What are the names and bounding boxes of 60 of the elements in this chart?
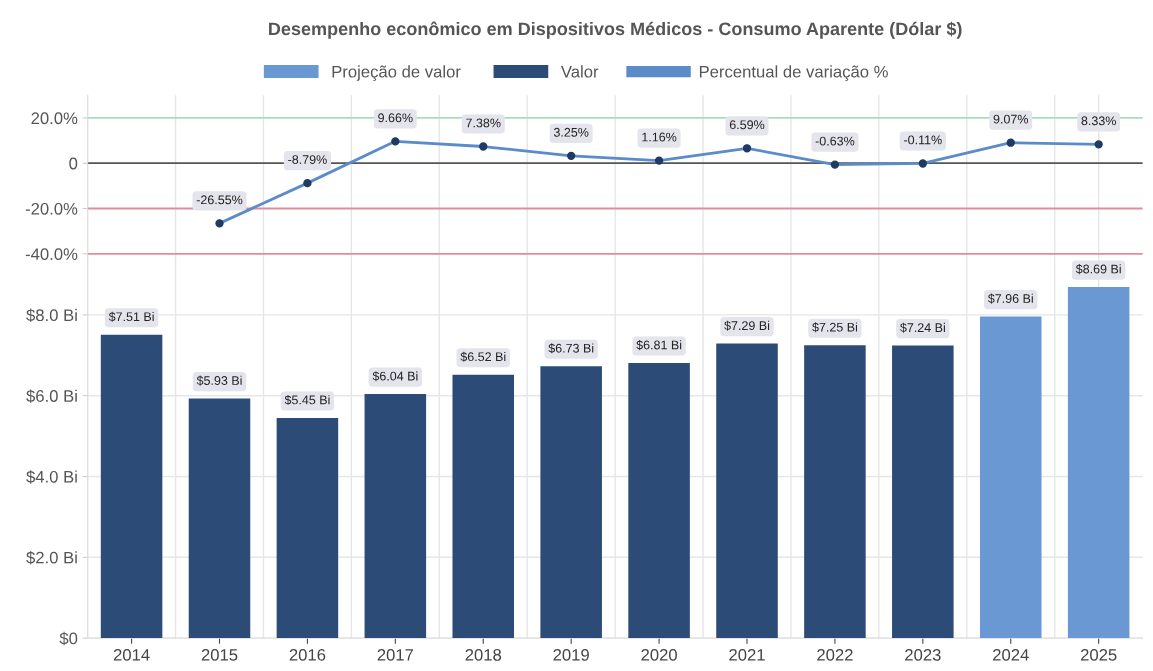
data-label: $6.04 Bi xyxy=(372,371,418,382)
bar xyxy=(628,362,690,639)
x-tick-label: 2021 xyxy=(729,648,765,661)
x-tick-label: 2016 xyxy=(289,648,326,661)
bar xyxy=(364,394,427,639)
x-tick-label: 2019 xyxy=(553,648,589,661)
data-label: $6.73 Bi xyxy=(548,343,594,354)
x-tick-label: 2015 xyxy=(201,648,238,661)
bar xyxy=(540,366,602,639)
y-tick-label: $6.0 Bi xyxy=(26,389,77,403)
data-label: $6.52 Bi xyxy=(460,351,506,362)
y-tick-label: $4.0 Bi xyxy=(26,470,77,484)
data-label: 3.25% xyxy=(553,127,589,137)
data-label: -0.63% xyxy=(815,136,855,146)
data-label: 9.66% xyxy=(378,113,413,123)
bar xyxy=(452,374,515,639)
data-label: $8.69 Bi xyxy=(1075,264,1121,275)
data-label: $7.24 Bi xyxy=(900,322,945,333)
data-label: 6.59% xyxy=(729,120,765,130)
data-label: $7.25 Bi xyxy=(812,322,858,333)
x-tick-label: 2017 xyxy=(377,648,414,661)
x-tick-label: 2014 xyxy=(113,648,150,661)
legend-label: Projeção de valor xyxy=(332,65,461,81)
data-label: -26.55% xyxy=(196,195,243,205)
legend-label: Valor xyxy=(560,65,599,78)
x-tick-label: 2020 xyxy=(641,648,677,661)
bar xyxy=(188,398,251,639)
bar xyxy=(804,345,866,639)
bar xyxy=(892,345,954,639)
bar xyxy=(100,334,163,639)
y-tick-label: -20.0% xyxy=(25,202,78,215)
x-tick-label: 2023 xyxy=(905,648,941,661)
data-label: $7.96 Bi xyxy=(987,293,1033,304)
data-label: $5.45 Bi xyxy=(284,394,330,406)
data-label: 1.16% xyxy=(642,132,677,142)
data-label: $5.93 Bi xyxy=(196,375,242,386)
bar xyxy=(1067,287,1130,639)
y-tick-label: 20.0% xyxy=(31,112,78,125)
chart-title: Desempenho econômico em Dispositivos Médicos - Consumo Aparente (Dólar $) xyxy=(269,21,962,39)
data-label: -8.79% xyxy=(288,155,327,164)
data-label: 7.38% xyxy=(466,118,501,128)
data-label: $7.51 Bi xyxy=(108,311,154,322)
data-label: $6.81 Bi xyxy=(636,340,682,351)
data-label: 9.07% xyxy=(993,114,1029,124)
y-tick-label: -40.0% xyxy=(25,248,78,261)
x-tick-label: 2022 xyxy=(817,648,853,661)
data-label: $7.29 Bi xyxy=(724,320,770,331)
legend-label: Percentual de variação % xyxy=(699,65,888,81)
x-tick-label: 2024 xyxy=(993,648,1029,661)
x-tick-label: 2018 xyxy=(465,648,502,661)
x-tick-label: 2025 xyxy=(1080,648,1117,661)
bar xyxy=(276,417,339,639)
y-tick-label: 0 xyxy=(69,157,78,170)
y-tick-label: $2.0 Bi xyxy=(26,551,77,565)
bar xyxy=(716,343,778,639)
data-label: -0.11% xyxy=(904,135,942,145)
data-label: 8.33% xyxy=(1081,116,1116,126)
y-tick-label: $8.0 Bi xyxy=(26,308,77,323)
y-tick-label: $0 xyxy=(59,631,78,646)
bar xyxy=(979,316,1042,639)
